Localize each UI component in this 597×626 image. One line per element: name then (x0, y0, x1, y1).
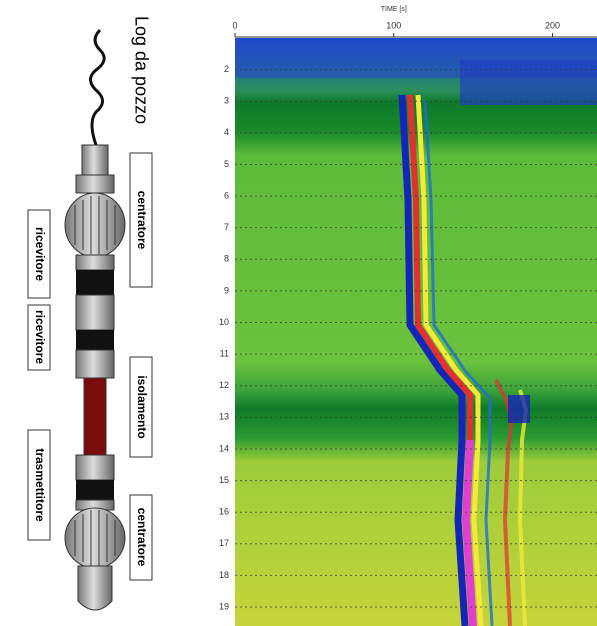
label-box: ricevitore (28, 305, 50, 370)
y-tick-label: 3 (224, 96, 229, 106)
label: centratore (135, 191, 149, 250)
x-tick-label: 200 (545, 20, 560, 30)
y-tick-label: 15 (219, 475, 229, 485)
y-tick-label: 12 (219, 380, 229, 390)
label-box: trasmettitore (28, 430, 50, 540)
x-tick-label: 0 (232, 20, 237, 30)
y-tick-label: 9 (224, 285, 229, 295)
label-box: ricevitore (28, 210, 50, 298)
y-tick-label: 7 (224, 222, 229, 232)
y-tick-label: 16 (219, 507, 229, 517)
y-tick-label: 6 (224, 190, 229, 200)
y-tick-label: 19 (219, 601, 229, 611)
tool-title: Log da pozzo (131, 16, 151, 124)
y-tick-label: 4 (224, 127, 229, 137)
label-box: centratore (130, 153, 152, 287)
y-tick-label: 8 (224, 254, 229, 264)
y-tick-label: 2 (224, 64, 229, 74)
y-tick-label: 14 (219, 443, 229, 453)
label: ricevitore (33, 310, 47, 364)
figure: Log da pozzo centratore ricevitore ricev… (0, 0, 597, 626)
label: isolamento (135, 375, 149, 438)
label: trasmettitore (33, 448, 47, 522)
wavefield (235, 38, 597, 626)
y-tick-label: 5 (224, 159, 229, 169)
y-tick-label: 17 (219, 538, 229, 548)
y-tick-label: 11 (220, 349, 229, 359)
label: centratore (135, 508, 149, 567)
label: ricevitore (33, 227, 47, 281)
label-box: isolamento (130, 357, 152, 457)
y-tick-label: 13 (219, 412, 229, 422)
x-tick-label: 100 (386, 20, 401, 30)
y-tick-label: 18 (219, 570, 229, 580)
y-tick-label: 10 (219, 317, 229, 327)
label-box: centratore (130, 495, 152, 580)
x-axis-title: TIME [s] (381, 6, 407, 13)
tool (65, 30, 125, 610)
